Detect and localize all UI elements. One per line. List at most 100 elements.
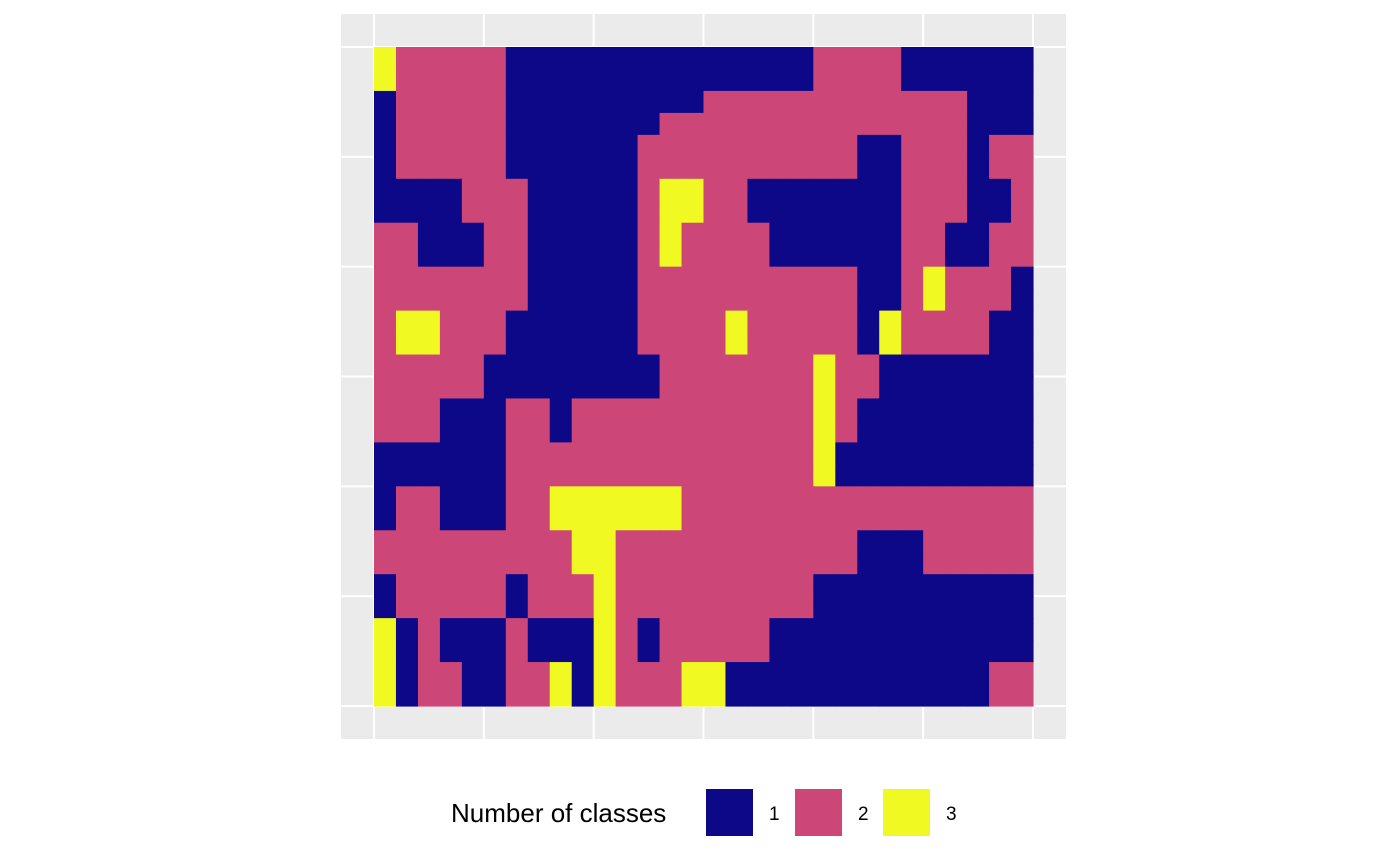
heatmap-cell bbox=[901, 464, 924, 487]
heatmap-cell bbox=[374, 640, 397, 663]
heatmap-cell bbox=[791, 354, 814, 378]
heatmap-cell bbox=[703, 662, 727, 685]
heatmap-cell bbox=[769, 376, 792, 400]
heatmap-cell bbox=[835, 156, 858, 180]
heatmap-cell bbox=[769, 112, 792, 136]
heatmap-cell bbox=[374, 684, 397, 707]
heatmap-cell bbox=[571, 508, 595, 531]
heatmap-cell bbox=[637, 222, 661, 246]
heatmap-cell bbox=[835, 47, 858, 70]
heatmap-cell bbox=[461, 354, 485, 378]
heatmap-cell bbox=[483, 618, 507, 641]
heatmap-cell bbox=[637, 640, 661, 663]
heatmap-cell bbox=[571, 68, 595, 92]
heatmap-cell bbox=[374, 618, 397, 641]
heatmap-cell bbox=[945, 68, 968, 92]
heatmap-cell bbox=[989, 398, 1012, 422]
heatmap-cell bbox=[637, 442, 661, 465]
heatmap-cell bbox=[725, 684, 749, 707]
heatmap-cell bbox=[615, 508, 639, 531]
heatmap-cell bbox=[769, 530, 792, 553]
heatmap-cell bbox=[637, 200, 661, 224]
heatmap-cell bbox=[1011, 332, 1034, 356]
heatmap-cell bbox=[1011, 134, 1034, 158]
heatmap-cell bbox=[659, 596, 683, 619]
heatmap-cell bbox=[615, 266, 639, 290]
legend-swatch-1 bbox=[706, 789, 753, 836]
heatmap-cell bbox=[593, 486, 617, 509]
heatmap-cell bbox=[1011, 486, 1034, 509]
heatmap-cell bbox=[879, 398, 902, 422]
heatmap-cell bbox=[901, 222, 924, 246]
heatmap-cell bbox=[901, 332, 924, 356]
heatmap-cell bbox=[857, 266, 880, 290]
heatmap-cell bbox=[747, 156, 770, 180]
heatmap-cell bbox=[615, 47, 639, 70]
heatmap-cell bbox=[989, 596, 1012, 619]
heatmap-cell bbox=[681, 134, 705, 158]
heatmap-cell bbox=[505, 552, 529, 575]
heatmap-cell bbox=[703, 618, 727, 641]
heatmap-cell bbox=[505, 574, 529, 597]
heatmap-cell bbox=[747, 420, 770, 443]
heatmap-cell bbox=[395, 530, 419, 553]
heatmap-cell bbox=[417, 178, 441, 202]
heatmap-cell bbox=[571, 398, 595, 422]
heatmap-cell bbox=[593, 47, 617, 70]
heatmap-cell bbox=[659, 398, 683, 422]
heatmap-cell bbox=[505, 662, 529, 685]
heatmap-cell bbox=[659, 618, 683, 641]
heatmap-cell bbox=[725, 530, 749, 553]
heatmap-cell bbox=[857, 134, 880, 158]
heatmap-cell bbox=[945, 134, 968, 158]
heatmap-cell bbox=[483, 222, 507, 246]
heatmap-cell bbox=[571, 618, 595, 641]
heatmap-cell bbox=[615, 68, 639, 92]
heatmap-cell bbox=[967, 530, 990, 553]
heatmap-cell bbox=[725, 552, 749, 575]
heatmap-cell bbox=[637, 310, 661, 334]
heatmap-cell bbox=[835, 640, 858, 663]
heatmap-cell bbox=[967, 618, 990, 641]
heatmap-cell bbox=[505, 486, 529, 509]
heatmap-cell bbox=[1011, 310, 1034, 334]
heatmap-cell bbox=[769, 90, 792, 114]
heatmap-cell bbox=[615, 156, 639, 180]
heatmap-cell bbox=[417, 266, 441, 290]
heatmap-cell bbox=[593, 574, 617, 597]
heatmap-cell bbox=[857, 288, 880, 312]
heatmap-cell bbox=[483, 574, 507, 597]
heatmap-cell bbox=[813, 442, 836, 465]
heatmap-cell bbox=[747, 68, 770, 92]
heatmap-cell bbox=[549, 530, 573, 553]
heatmap-cell bbox=[593, 332, 617, 356]
heatmap-cell bbox=[813, 310, 836, 334]
heatmap-cell bbox=[769, 178, 792, 202]
heatmap-cell bbox=[637, 47, 661, 70]
heatmap-cell bbox=[1011, 684, 1034, 707]
heatmap-cell bbox=[439, 420, 463, 443]
heatmap-cell bbox=[549, 222, 573, 246]
heatmap-cell bbox=[417, 464, 441, 487]
heatmap-cell bbox=[813, 134, 836, 158]
heatmap-cell bbox=[747, 662, 770, 685]
heatmap-cell bbox=[681, 398, 705, 422]
heatmap-cell bbox=[747, 178, 770, 202]
heatmap-cell bbox=[395, 596, 419, 619]
heatmap-cell bbox=[483, 684, 507, 707]
heatmap-cell bbox=[681, 442, 705, 465]
heatmap-cell bbox=[593, 508, 617, 531]
heatmap-cell bbox=[725, 464, 749, 487]
heatmap-cell bbox=[374, 288, 397, 312]
legend-entries: 1 2 3 bbox=[706, 789, 957, 836]
heatmap-cell bbox=[681, 178, 705, 202]
heatmap-cell bbox=[505, 640, 529, 663]
heatmap-cell bbox=[593, 90, 617, 114]
heatmap-cell bbox=[374, 112, 397, 136]
heatmap-cell bbox=[747, 508, 770, 531]
heatmap-cell bbox=[901, 90, 924, 114]
heatmap-cell bbox=[835, 90, 858, 114]
heatmap-cell bbox=[593, 200, 617, 224]
heatmap-cell bbox=[747, 596, 770, 619]
heatmap-cell bbox=[637, 662, 661, 685]
